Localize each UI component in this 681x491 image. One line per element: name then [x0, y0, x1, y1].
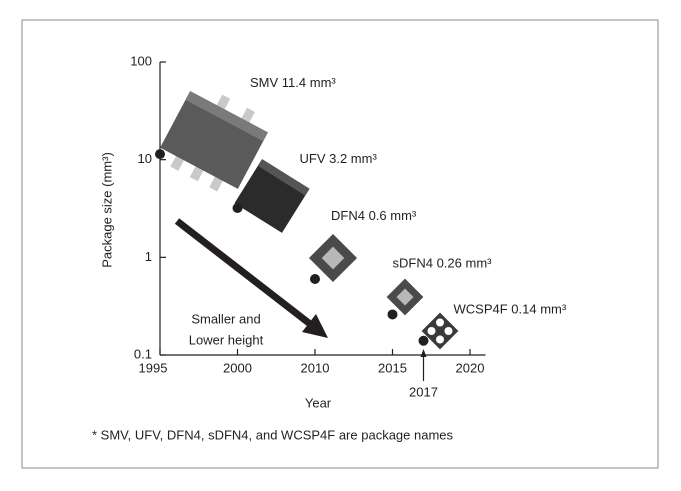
y-axis-label: Package size (mm³) [99, 152, 114, 268]
x-annotation-label: 2017 [409, 384, 438, 399]
point [233, 203, 243, 213]
package-name: WCSP4F [454, 302, 508, 317]
y-tick-label: 100 [130, 53, 152, 68]
package-name: SMV [250, 76, 279, 91]
data-label: WCSP4F 0.14 mm³ [454, 302, 567, 317]
point [310, 274, 320, 284]
x-tick-label: 1995 [139, 360, 168, 375]
value-label: 0.26 mm³ [437, 256, 493, 271]
annotation: Smaller and [191, 311, 260, 326]
point [155, 149, 165, 159]
data-label: DFN4 0.6 mm³ [331, 208, 417, 223]
x-tick-label: 2020 [456, 360, 485, 375]
x-tick-label: 2015 [378, 360, 407, 375]
annotation: Lower height [189, 332, 264, 347]
data-label: SMV 11.4 mm³ [250, 76, 336, 91]
data-label: UFV 3.2 mm³ [300, 151, 378, 166]
package-name: UFV [300, 151, 326, 166]
value-label: 11.4 mm³ [282, 76, 337, 91]
package-name: DFN4 [331, 208, 365, 223]
data-label: sDFN4 0.26 mm³ [393, 256, 493, 271]
package-name: sDFN4 [393, 256, 433, 271]
point [388, 309, 398, 319]
footnote: * SMV, UFV, DFN4, sDFN4, and WCSP4F are … [92, 427, 454, 442]
y-tick-label: 10 [138, 151, 152, 166]
chart: Smaller and Lower height Year Package si… [0, 0, 681, 486]
value-label: 0.6 mm³ [369, 208, 417, 223]
annotation-arrowhead [421, 349, 427, 357]
value-label: 0.14 mm³ [511, 302, 567, 317]
x-tick-label: 2000 [223, 360, 252, 375]
x-tick-label: 2010 [301, 360, 330, 375]
value-label: 3.2 mm³ [329, 151, 377, 166]
point [419, 336, 429, 346]
x-axis-label: Year [305, 395, 332, 410]
y-tick-label: 1 [145, 249, 152, 264]
y-tick-label: 0.1 [134, 346, 152, 361]
